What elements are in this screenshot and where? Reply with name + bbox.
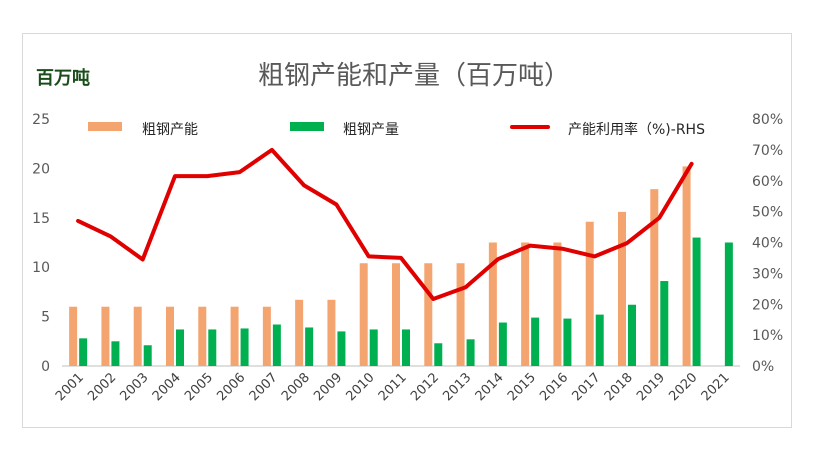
bar-production <box>531 317 540 366</box>
x-tick-label: 2012 <box>408 370 442 404</box>
bar-production <box>595 314 604 366</box>
bar-capacity <box>456 263 465 366</box>
bar-production <box>272 324 281 366</box>
bar-capacity <box>198 306 207 366</box>
x-tick-label: 2008 <box>279 370 313 404</box>
bar-capacity <box>488 242 497 366</box>
bar-production <box>305 327 314 366</box>
bar-capacity <box>682 166 691 366</box>
y-right-tick-label: 60% <box>752 174 783 190</box>
y-right-tick-label: 0% <box>752 359 774 375</box>
bar-production <box>434 343 443 366</box>
legend-label-utilization: 产能利用率（%)-RHS <box>568 121 705 138</box>
bar-production <box>466 339 475 366</box>
bar-capacity <box>230 306 239 366</box>
bar-production <box>111 341 120 366</box>
bar-production <box>628 304 636 366</box>
y-right-tick-label: 10% <box>752 328 783 344</box>
bar-capacity <box>521 242 530 366</box>
x-tick-label: 2015 <box>505 370 539 404</box>
x-tick-label: 2016 <box>537 370 571 404</box>
x-tick-label: 2017 <box>570 370 604 404</box>
x-tick-label: 2003 <box>118 370 152 404</box>
bar-capacity <box>166 306 174 366</box>
bar-production <box>208 329 217 366</box>
y-right-tick-label: 40% <box>752 236 783 252</box>
y-left-tick-label: 20 <box>32 161 50 177</box>
x-tick-label: 2010 <box>344 370 378 404</box>
x-tick-label: 2005 <box>182 370 216 404</box>
bar-production <box>660 281 669 366</box>
bar-capacity <box>359 263 368 366</box>
bar-capacity <box>650 189 659 366</box>
bar-production <box>563 318 572 366</box>
bar-capacity <box>585 221 594 366</box>
x-tick-label: 2021 <box>699 370 733 404</box>
bar-production <box>724 242 733 366</box>
bar-capacity <box>262 306 271 366</box>
y-right-tick-label: 70% <box>752 143 783 159</box>
y-left-tick-label: 25 <box>32 112 50 128</box>
x-tick-label: 2007 <box>247 370 281 404</box>
bar-capacity <box>392 263 400 366</box>
x-tick-label: 2009 <box>311 370 345 404</box>
chart-title: 粗钢产能和产量（百万吨） <box>257 61 570 91</box>
bar-production <box>402 329 410 366</box>
y-left-tick-label: 5 <box>41 310 50 326</box>
legend-swatch-capacity <box>88 122 122 131</box>
bar-capacity <box>69 306 78 366</box>
legend-swatch-production <box>290 122 324 131</box>
line-utilization <box>76 147 694 301</box>
bar-production <box>337 331 346 366</box>
x-tick-label: 2002 <box>85 370 119 404</box>
y-left-tick-label: 0 <box>41 359 50 375</box>
y-right-tick-label: 80% <box>752 112 783 128</box>
bar-production <box>692 237 701 366</box>
x-tick-label: 2013 <box>440 370 474 404</box>
legend-label-capacity: 粗钢产能 <box>142 122 198 138</box>
x-tick-label: 2014 <box>473 370 507 404</box>
x-tick-label: 2011 <box>376 370 410 404</box>
legend-label-production: 粗钢产量 <box>343 122 399 138</box>
y-right-tick-label: 30% <box>752 266 783 282</box>
x-tick-label: 2018 <box>602 370 636 404</box>
y-right-tick-label: 50% <box>752 205 783 221</box>
bar-production <box>176 329 184 366</box>
x-tick-label: 2001 <box>53 370 87 404</box>
y-left-tick-label: 15 <box>32 211 50 227</box>
x-tick-label: 2006 <box>214 370 248 404</box>
x-tick-label: 2019 <box>634 370 668 404</box>
bar-production <box>240 328 249 366</box>
bar-production <box>143 345 152 366</box>
bar-production <box>498 322 507 366</box>
unit-label: 百万吨 <box>36 68 90 89</box>
bar-capacity <box>327 299 336 366</box>
y-right-tick-label: 20% <box>752 297 783 313</box>
bar-production <box>369 329 378 366</box>
bar-capacity <box>424 263 433 366</box>
x-tick-label: 2020 <box>666 370 700 404</box>
bar-capacity <box>295 299 304 366</box>
x-tick-label: 2004 <box>150 370 184 404</box>
bar-capacity <box>101 306 110 366</box>
bar-capacity <box>133 306 142 366</box>
bar-production <box>79 338 88 366</box>
y-left-tick-label: 10 <box>32 260 50 276</box>
bar-capacity <box>618 211 626 366</box>
bar-capacity <box>553 242 562 366</box>
